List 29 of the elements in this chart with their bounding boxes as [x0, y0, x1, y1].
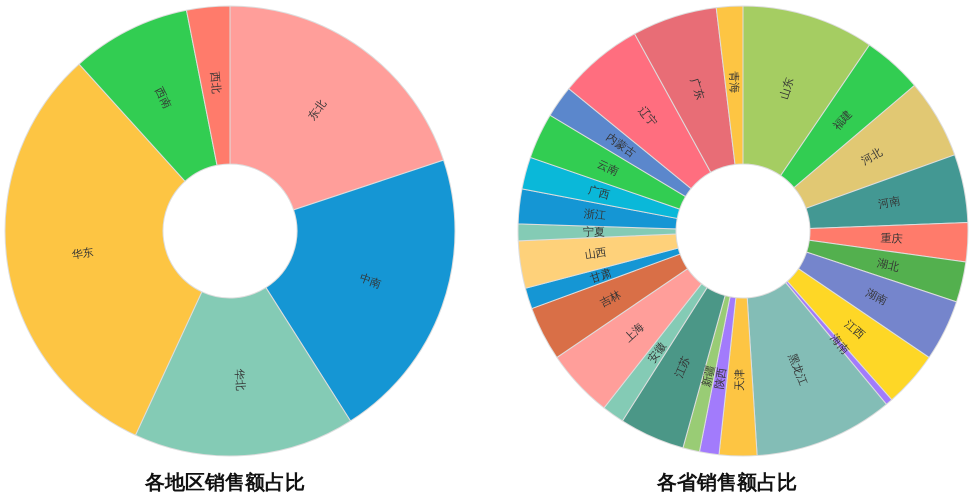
text: 各省销售额占比 — [656, 470, 797, 494]
slice-label: 吉林 — [598, 288, 624, 310]
slice-label: 湖南 — [864, 286, 890, 308]
slice-label: 黑龙江 — [786, 352, 810, 388]
slice-label: 甘肃 — [588, 266, 614, 286]
slice-label: 上海 — [622, 320, 647, 345]
slice-label: 山东 — [777, 76, 796, 102]
slice-label: 西南 — [152, 85, 174, 111]
slice-label: 重庆 — [880, 231, 904, 246]
slice-label: 河南 — [877, 194, 902, 212]
slice-label: 广东 — [688, 76, 707, 102]
slice-label: 中南 — [358, 271, 383, 291]
slice-label: 青海 — [726, 70, 742, 94]
slice-label: 湖北 — [876, 256, 900, 274]
slice-label: 广西 — [586, 183, 612, 202]
slice-label: 辽宁 — [636, 104, 660, 130]
slice-label: 安徽 — [645, 340, 669, 366]
slice-label: 福建 — [830, 108, 855, 133]
slice-label: 东北 — [305, 97, 329, 123]
slice-label: 华东 — [70, 245, 95, 262]
slice-label: 宁夏 — [582, 225, 606, 238]
slice-label: 华北 — [232, 368, 248, 392]
text: 各地区销售额占比 — [144, 470, 305, 494]
slice-label: 山西 — [584, 245, 608, 262]
slice-label: 江苏 — [672, 354, 693, 380]
slice-label: 西北 — [208, 71, 224, 94]
slice-label: 天津 — [732, 368, 746, 392]
slice-label: 河北 — [859, 145, 885, 168]
slice-label: 浙江 — [583, 206, 607, 222]
